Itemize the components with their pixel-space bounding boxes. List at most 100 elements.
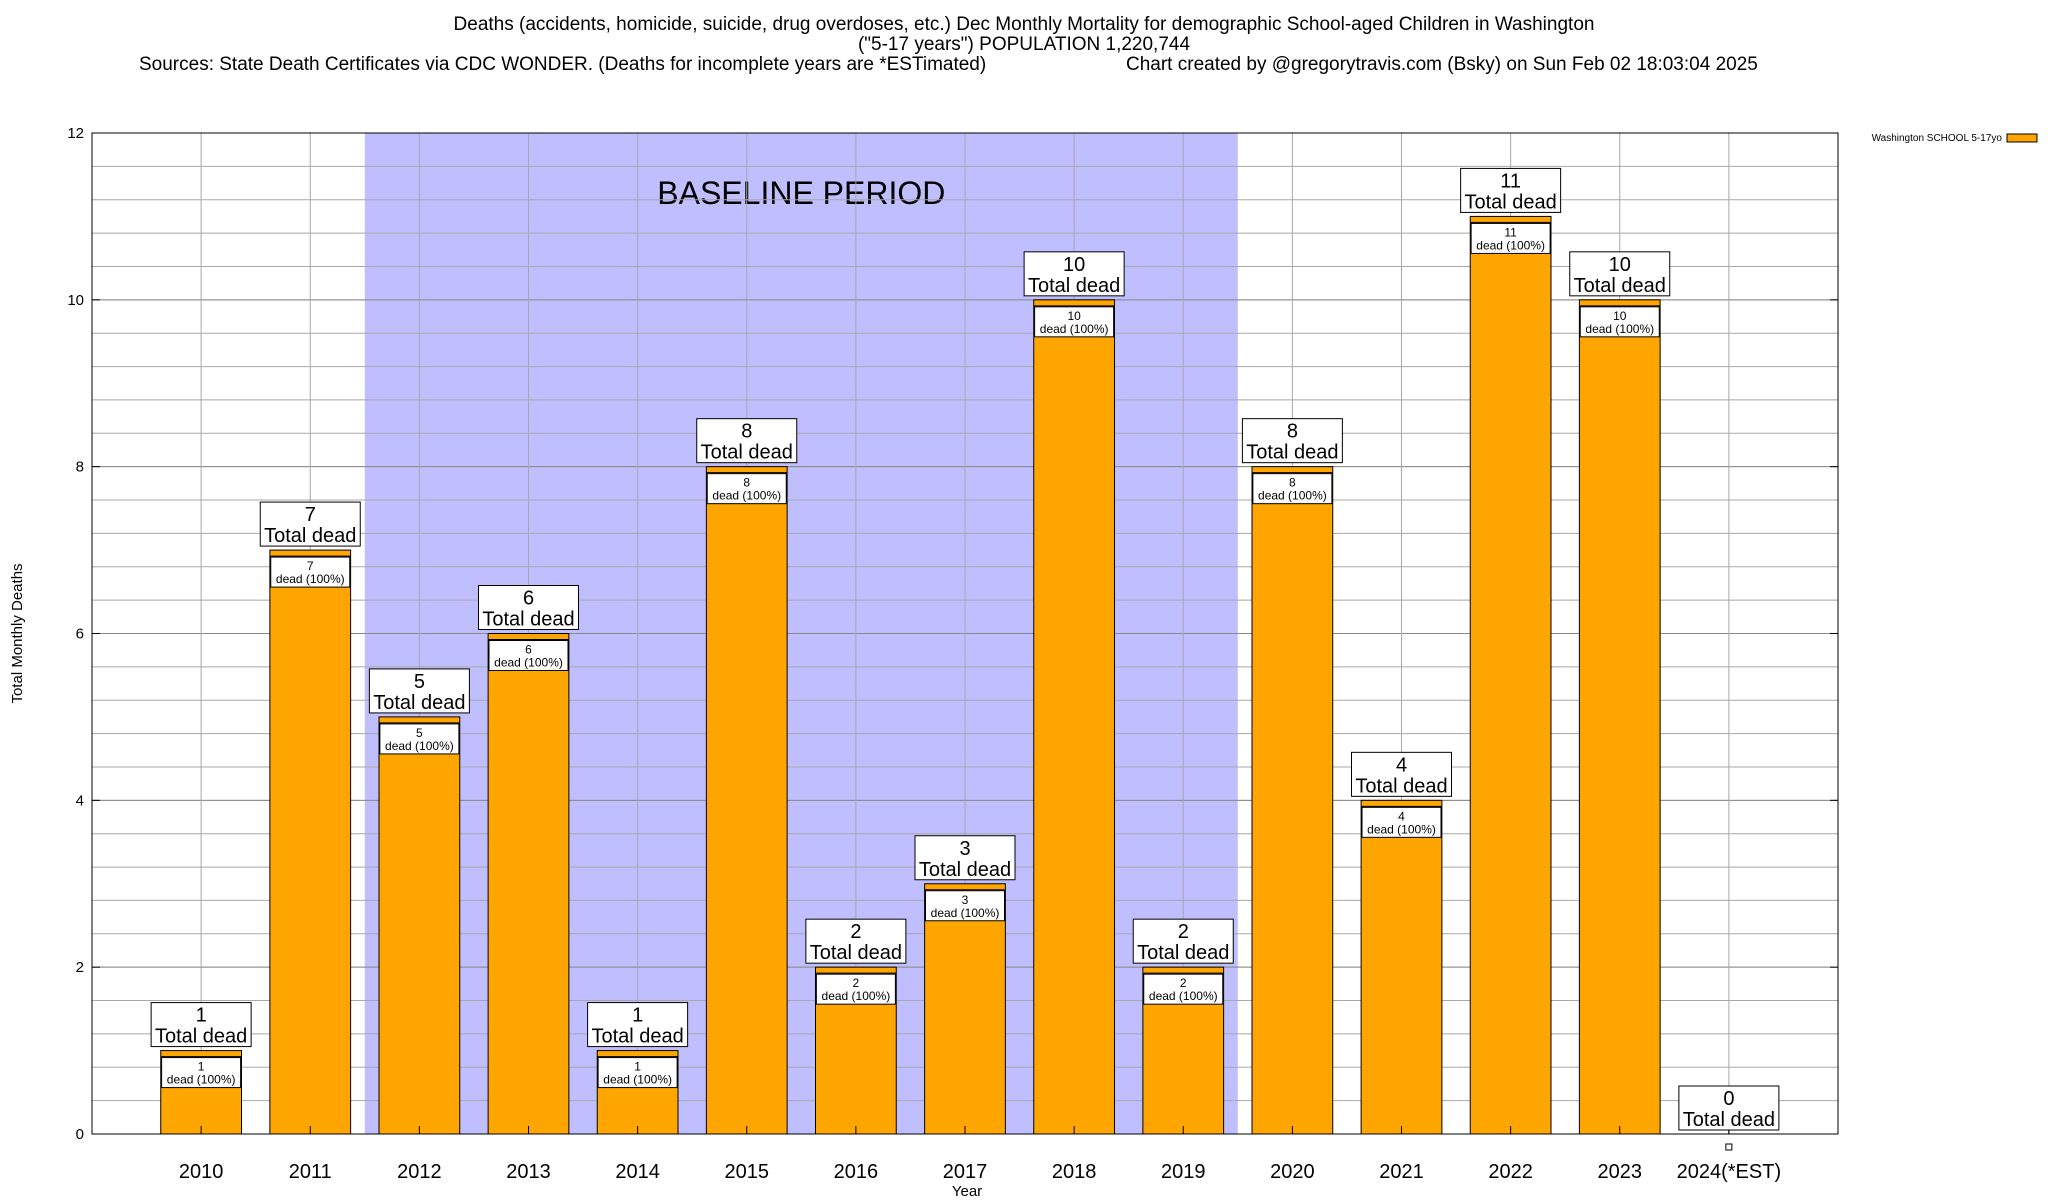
y-tick-label: 0 xyxy=(76,1126,84,1143)
inner-label-value: 8 xyxy=(1289,476,1296,490)
chart-title: Deaths (accidents, homicide, suicide, dr… xyxy=(453,14,1595,35)
total-label-text: Total dead xyxy=(810,942,902,964)
inner-label-text: dead (100%) xyxy=(603,1073,672,1087)
inner-label-text: dead (100%) xyxy=(276,572,345,586)
x-tick-label: 2011 xyxy=(289,1161,332,1183)
total-label-value: 8 xyxy=(741,421,752,443)
total-label-text: Total dead xyxy=(1137,942,1229,964)
total-label-box xyxy=(368,668,470,714)
inner-label-value: 5 xyxy=(416,726,423,740)
baseline-label: BASELINE PERIOD xyxy=(657,175,945,211)
inner-label-text: dead (100%) xyxy=(494,656,563,670)
bar-2017 xyxy=(924,883,1006,1135)
inner-label-text: dead (100%) xyxy=(712,489,781,503)
inner-label-value: 1 xyxy=(198,1060,205,1074)
legend-label: Washington SCHOOL 5-17yo xyxy=(1872,133,2003,144)
total-label-text: Total dead xyxy=(701,442,793,464)
bar-2013 xyxy=(487,633,570,1135)
inner-label-box xyxy=(706,473,787,505)
inner-label-box xyxy=(1470,222,1551,254)
x-tick-label: 2022 xyxy=(1488,1161,1533,1183)
inner-label-text: dead (100%) xyxy=(1367,822,1436,836)
total-label-box xyxy=(1351,751,1452,797)
inner-label-value: 1 xyxy=(634,1060,641,1074)
inner-label-value: 10 xyxy=(1067,309,1081,323)
total-label-value: 7 xyxy=(305,504,316,526)
y-tick-label: 2 xyxy=(76,959,84,976)
x-tick-label: 2012 xyxy=(397,1161,442,1183)
total-label-box xyxy=(1569,251,1671,297)
inner-label-value: 8 xyxy=(743,476,750,490)
x-tick-label: 2010 xyxy=(179,1161,224,1183)
x-tick-label: 2024(*EST) xyxy=(1677,1161,1782,1183)
total-label-text: Total dead xyxy=(482,609,574,631)
total-label-box xyxy=(259,501,361,547)
total-label-value: 2 xyxy=(850,921,861,943)
inner-label-value: 6 xyxy=(525,643,532,657)
inner-label-text: dead (100%) xyxy=(167,1073,236,1087)
total-label-box xyxy=(1678,1085,1780,1131)
total-label-text: Total dead xyxy=(373,692,465,714)
total-label-text: Total dead xyxy=(1246,442,1338,464)
x-axis-label: Year xyxy=(952,1183,982,1200)
inner-label-box xyxy=(161,1057,242,1089)
x-tick-label: 2021 xyxy=(1379,1161,1424,1183)
total-label-value: 1 xyxy=(632,1005,643,1027)
total-label-value: 6 xyxy=(523,588,534,610)
inner-label-text: dead (100%) xyxy=(1149,989,1218,1003)
y-tick-label: 4 xyxy=(76,792,84,809)
inner-label-box xyxy=(1252,473,1333,505)
total-label-value: 0 xyxy=(1723,1088,1734,1110)
inner-label-value: 10 xyxy=(1613,309,1627,323)
inner-label-text: dead (100%) xyxy=(931,906,1000,920)
inner-label-box xyxy=(925,890,1005,922)
total-label-text: Total dead xyxy=(591,1026,683,1048)
chart-credit: Chart created by @gregorytravis.com (Bsk… xyxy=(1126,54,1758,75)
total-label-box xyxy=(1460,167,1562,213)
total-label-value: 1 xyxy=(196,1005,207,1027)
total-label-box xyxy=(587,1002,689,1048)
inner-label-text: dead (100%) xyxy=(822,989,891,1003)
y-tick-label: 6 xyxy=(76,626,84,643)
bar-2022 xyxy=(1469,215,1552,1135)
total-label-value: 11 xyxy=(1500,170,1521,192)
inner-label-text: dead (100%) xyxy=(385,739,454,753)
y-axis-label: Total Monthly Deaths xyxy=(9,563,26,703)
legend-swatch xyxy=(2006,133,2038,143)
total-label-box xyxy=(805,918,907,964)
total-label-box xyxy=(1132,918,1234,964)
inner-label-box xyxy=(1034,306,1115,338)
total-label-text: Total dead xyxy=(1683,1109,1775,1131)
inner-label-value: 4 xyxy=(1398,809,1405,823)
inner-label-box xyxy=(379,723,460,755)
x-tick-label: 2019 xyxy=(1161,1161,1206,1183)
y-tick-label: 8 xyxy=(76,459,84,476)
total-label-value: 10 xyxy=(1063,254,1085,276)
total-label-text: Total dead xyxy=(1464,191,1556,213)
inner-label-box xyxy=(488,640,569,671)
x-tick-label: 2014 xyxy=(615,1161,660,1183)
x-tick-label: 2020 xyxy=(1270,1161,1315,1183)
total-label-text: Total dead xyxy=(919,859,1011,881)
inner-label-text: dead (100%) xyxy=(1258,489,1327,503)
zero-marker xyxy=(1725,1143,1733,1151)
total-label-box xyxy=(696,418,798,464)
x-tick-label: 2023 xyxy=(1598,1161,1643,1183)
x-tick-label: 2016 xyxy=(834,1161,879,1183)
bar-2023 xyxy=(1578,299,1661,1135)
total-label-box xyxy=(1023,251,1125,297)
total-label-value: 3 xyxy=(959,838,970,860)
total-label-box xyxy=(1241,418,1343,464)
y-tick-label: 12 xyxy=(67,125,84,142)
inner-label-text: dead (100%) xyxy=(1040,322,1109,336)
inner-label-value: 11 xyxy=(1504,225,1517,239)
total-label-text: Total dead xyxy=(155,1026,247,1048)
chart-subtitle: ("5-17 years") POPULATION 1,220,744 xyxy=(857,34,1191,55)
y-tick-label: 10 xyxy=(67,292,84,309)
bar-2011 xyxy=(269,549,352,1135)
inner-label-box xyxy=(815,973,896,1005)
inner-label-box xyxy=(270,556,351,588)
total-label-box xyxy=(914,835,1016,881)
total-label-value: 10 xyxy=(1609,254,1631,276)
